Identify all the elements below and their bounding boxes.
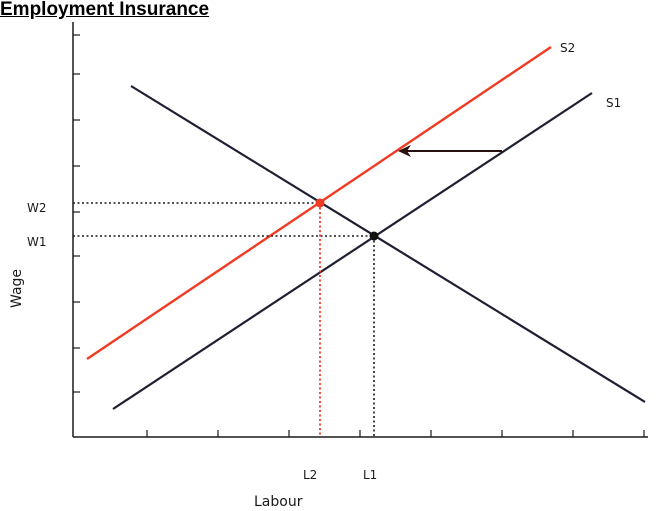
label-s2: S2 <box>560 41 575 55</box>
supply-curve-s1 <box>112 92 593 410</box>
shift-arrow <box>398 145 502 157</box>
demand-curve <box>130 85 646 403</box>
label-l1: L1 <box>363 468 377 482</box>
equilibrium-point-original <box>369 231 379 241</box>
x-axis-ticks <box>146 430 645 437</box>
label-w2: W2 <box>27 201 47 215</box>
label-l2: L2 <box>303 468 317 482</box>
x-axis-title: Labour <box>254 494 303 510</box>
page-title: Employment Insurance <box>0 0 210 20</box>
label-s1: S1 <box>606 96 621 110</box>
equilibrium-point-shifted <box>315 198 325 208</box>
label-w1: W1 <box>27 235 47 249</box>
y-axis-title: Wage <box>9 269 25 308</box>
y-axis-ticks <box>73 34 80 393</box>
